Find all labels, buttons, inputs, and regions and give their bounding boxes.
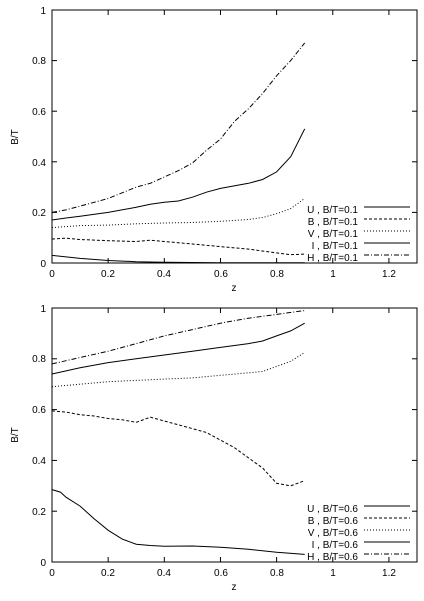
- series-line-5: [51, 310, 305, 365]
- x-tick-label: 0.4: [157, 568, 171, 579]
- tick-marks: [51, 307, 417, 563]
- x-tick-label: 1: [330, 568, 336, 579]
- legend-label: H , B/T=0.1: [307, 253, 358, 264]
- series-line-2: [51, 237, 305, 256]
- series-line-3: [51, 352, 305, 388]
- x-tick-label: 0.2: [101, 568, 115, 579]
- y-tick-label: 0.4: [32, 456, 46, 467]
- x-tick-label: 0.6: [214, 568, 228, 579]
- y-tick-label: 0.2: [32, 208, 46, 219]
- legend-label: H , B/T=0.6: [307, 552, 358, 563]
- y-tick-label: 0.4: [32, 158, 46, 169]
- y-tick-label: 0: [40, 259, 46, 270]
- series-line-4: [51, 128, 306, 221]
- series-line-1: [51, 254, 305, 264]
- x-tick-label: 0.4: [157, 269, 171, 280]
- legend-label: B , B/T=0.1: [308, 217, 359, 228]
- y-tick-label: 0.8: [32, 354, 46, 365]
- y-tick-label: 0.8: [32, 56, 46, 67]
- legend-label: I , B/T=0.1: [312, 241, 359, 252]
- x-tick-label: 0: [49, 269, 55, 280]
- y-axis-ticks: 0 0.2 0.4 0.6 0.8 1: [32, 6, 46, 270]
- x-tick-label: 0.6: [214, 269, 228, 280]
- series-line-5: [51, 42, 306, 213]
- legend-label: U , B/T=0.6: [307, 504, 358, 515]
- legend-label: B , B/T=0.6: [308, 516, 359, 527]
- legend-label: V , B/T=0.1: [308, 229, 359, 240]
- x-axis-label: z: [232, 582, 237, 593]
- x-tick-label: 1: [330, 269, 336, 280]
- legend-label: I , B/T=0.6: [312, 540, 359, 551]
- series-line-1: [51, 489, 305, 555]
- x-tick-label: 0.8: [270, 269, 284, 280]
- x-axis-ticks: 0 0.2 0.4 0.6 0.8 1 1.2: [49, 269, 396, 280]
- y-tick-label: 0.2: [32, 507, 46, 518]
- x-tick-label: 1.2: [382, 269, 396, 280]
- y-axis-ticks: 0 0.2 0.4 0.6 0.8 1: [32, 304, 46, 569]
- y-tick-label: 0.6: [32, 107, 46, 118]
- series-line-4: [51, 322, 305, 375]
- x-tick-label: 0.8: [270, 568, 284, 579]
- y-axis-label: B/T: [10, 427, 21, 443]
- series-line-3: [51, 198, 305, 229]
- x-tick-label: 0.2: [101, 269, 115, 280]
- plot-frame: [51, 307, 418, 563]
- legend-label: U , B/T=0.1: [307, 205, 358, 216]
- legend: U , B/T=0.1 B , B/T=0.1 V , B/T=0.1 I , …: [307, 205, 410, 264]
- bottom-chart-panel: 0 0.2 0.4 0.6 0.8 1 0 0.2 0.4 0.6 0.8 1 …: [10, 304, 418, 593]
- x-axis-label: z: [232, 283, 237, 294]
- y-tick-label: 0.6: [32, 405, 46, 416]
- y-axis-label: B/T: [10, 129, 21, 145]
- y-tick-label: 0: [40, 558, 46, 569]
- y-tick-label: 1: [40, 6, 46, 17]
- series-group: [51, 42, 306, 264]
- x-tick-label: 1.2: [382, 568, 396, 579]
- y-tick-label: 1: [40, 304, 46, 315]
- legend-label: V , B/T=0.6: [308, 528, 359, 539]
- top-chart-panel: 0 0.2 0.4 0.6 0.8 1 0 0.2 0.4 0.6 0.8 1 …: [10, 6, 418, 294]
- x-axis-ticks: 0 0.2 0.4 0.6 0.8 1 1.2: [49, 568, 396, 579]
- series-group: [51, 310, 305, 555]
- series-line-2: [51, 410, 305, 487]
- x-tick-label: 0: [49, 568, 55, 579]
- legend: U , B/T=0.6 B , B/T=0.6 V , B/T=0.6 I , …: [307, 504, 410, 563]
